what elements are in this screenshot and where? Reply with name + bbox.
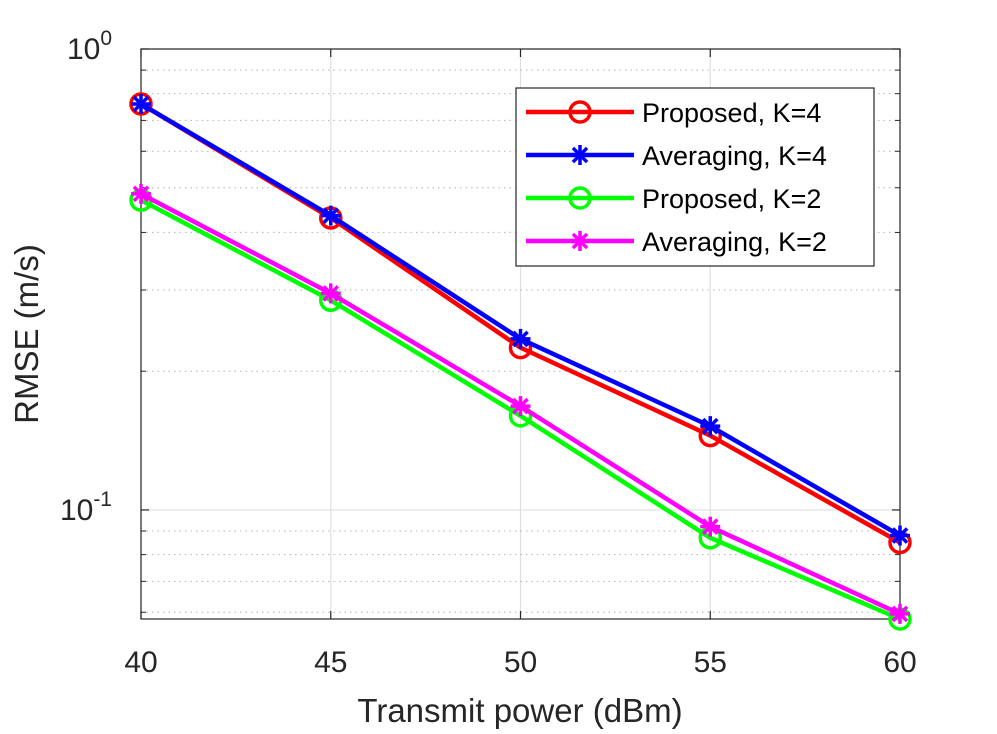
marker-stroke — [571, 146, 589, 164]
marker-stroke — [132, 95, 150, 113]
data-point — [510, 396, 531, 417]
marker-stroke — [132, 185, 150, 203]
marker-stroke — [571, 232, 589, 250]
legend-marker — [570, 231, 590, 251]
y-axis-label: RMSE (m/s) — [8, 244, 45, 424]
data-point — [700, 516, 721, 537]
data-point — [510, 328, 531, 349]
legend-label: Averaging, K=4 — [642, 141, 827, 171]
marker-stroke — [891, 605, 909, 623]
data-point — [320, 283, 341, 304]
marker-stroke — [891, 527, 909, 544]
marker-stroke — [512, 397, 529, 415]
data-point — [320, 205, 341, 226]
data-point — [131, 183, 151, 204]
legend-marker — [570, 145, 590, 165]
legend-label: Proposed, K=2 — [642, 184, 821, 214]
data-point — [700, 416, 721, 437]
marker-stroke — [322, 285, 340, 302]
x-tick-label: 40 — [124, 646, 157, 679]
series-averaging-k-4 — [131, 93, 910, 546]
y-tick-label: 10-1 — [60, 488, 112, 527]
data-point — [131, 93, 151, 114]
legend-entry: Averaging, K=4 — [526, 141, 827, 171]
data-point — [890, 603, 910, 624]
data-point — [890, 525, 910, 546]
x-tick-label: 60 — [883, 646, 916, 679]
plot-frame — [140, 48, 901, 620]
x-axis-label: Transmit power (dBm) — [357, 692, 682, 729]
y-tick-exponent: -1 — [93, 488, 112, 511]
legend-label: Proposed, K=4 — [642, 98, 821, 128]
marker-stroke — [701, 417, 719, 435]
marker-stroke — [322, 207, 340, 224]
x-tick-label: 45 — [314, 646, 347, 679]
x-tick-label: 50 — [504, 646, 537, 679]
legend-marker — [568, 186, 592, 210]
legend-entry: Proposed, K=4 — [526, 98, 821, 128]
legend-entry: Proposed, K=2 — [526, 184, 821, 214]
x-tick-label: 55 — [694, 646, 727, 679]
legend-label: Averaging, K=2 — [642, 227, 827, 257]
legend-marker — [568, 100, 592, 124]
legend-entry: Averaging, K=2 — [526, 227, 827, 257]
legend: Proposed, K=4 Averaging, K=4 Proposed, K=2… — [515, 87, 875, 267]
series-averaging-k-2 — [131, 183, 910, 624]
marker-stroke — [512, 330, 529, 348]
y-tick-exponent: 0 — [100, 27, 112, 50]
marker-stroke — [701, 518, 719, 535]
series-layer — [129, 92, 912, 631]
